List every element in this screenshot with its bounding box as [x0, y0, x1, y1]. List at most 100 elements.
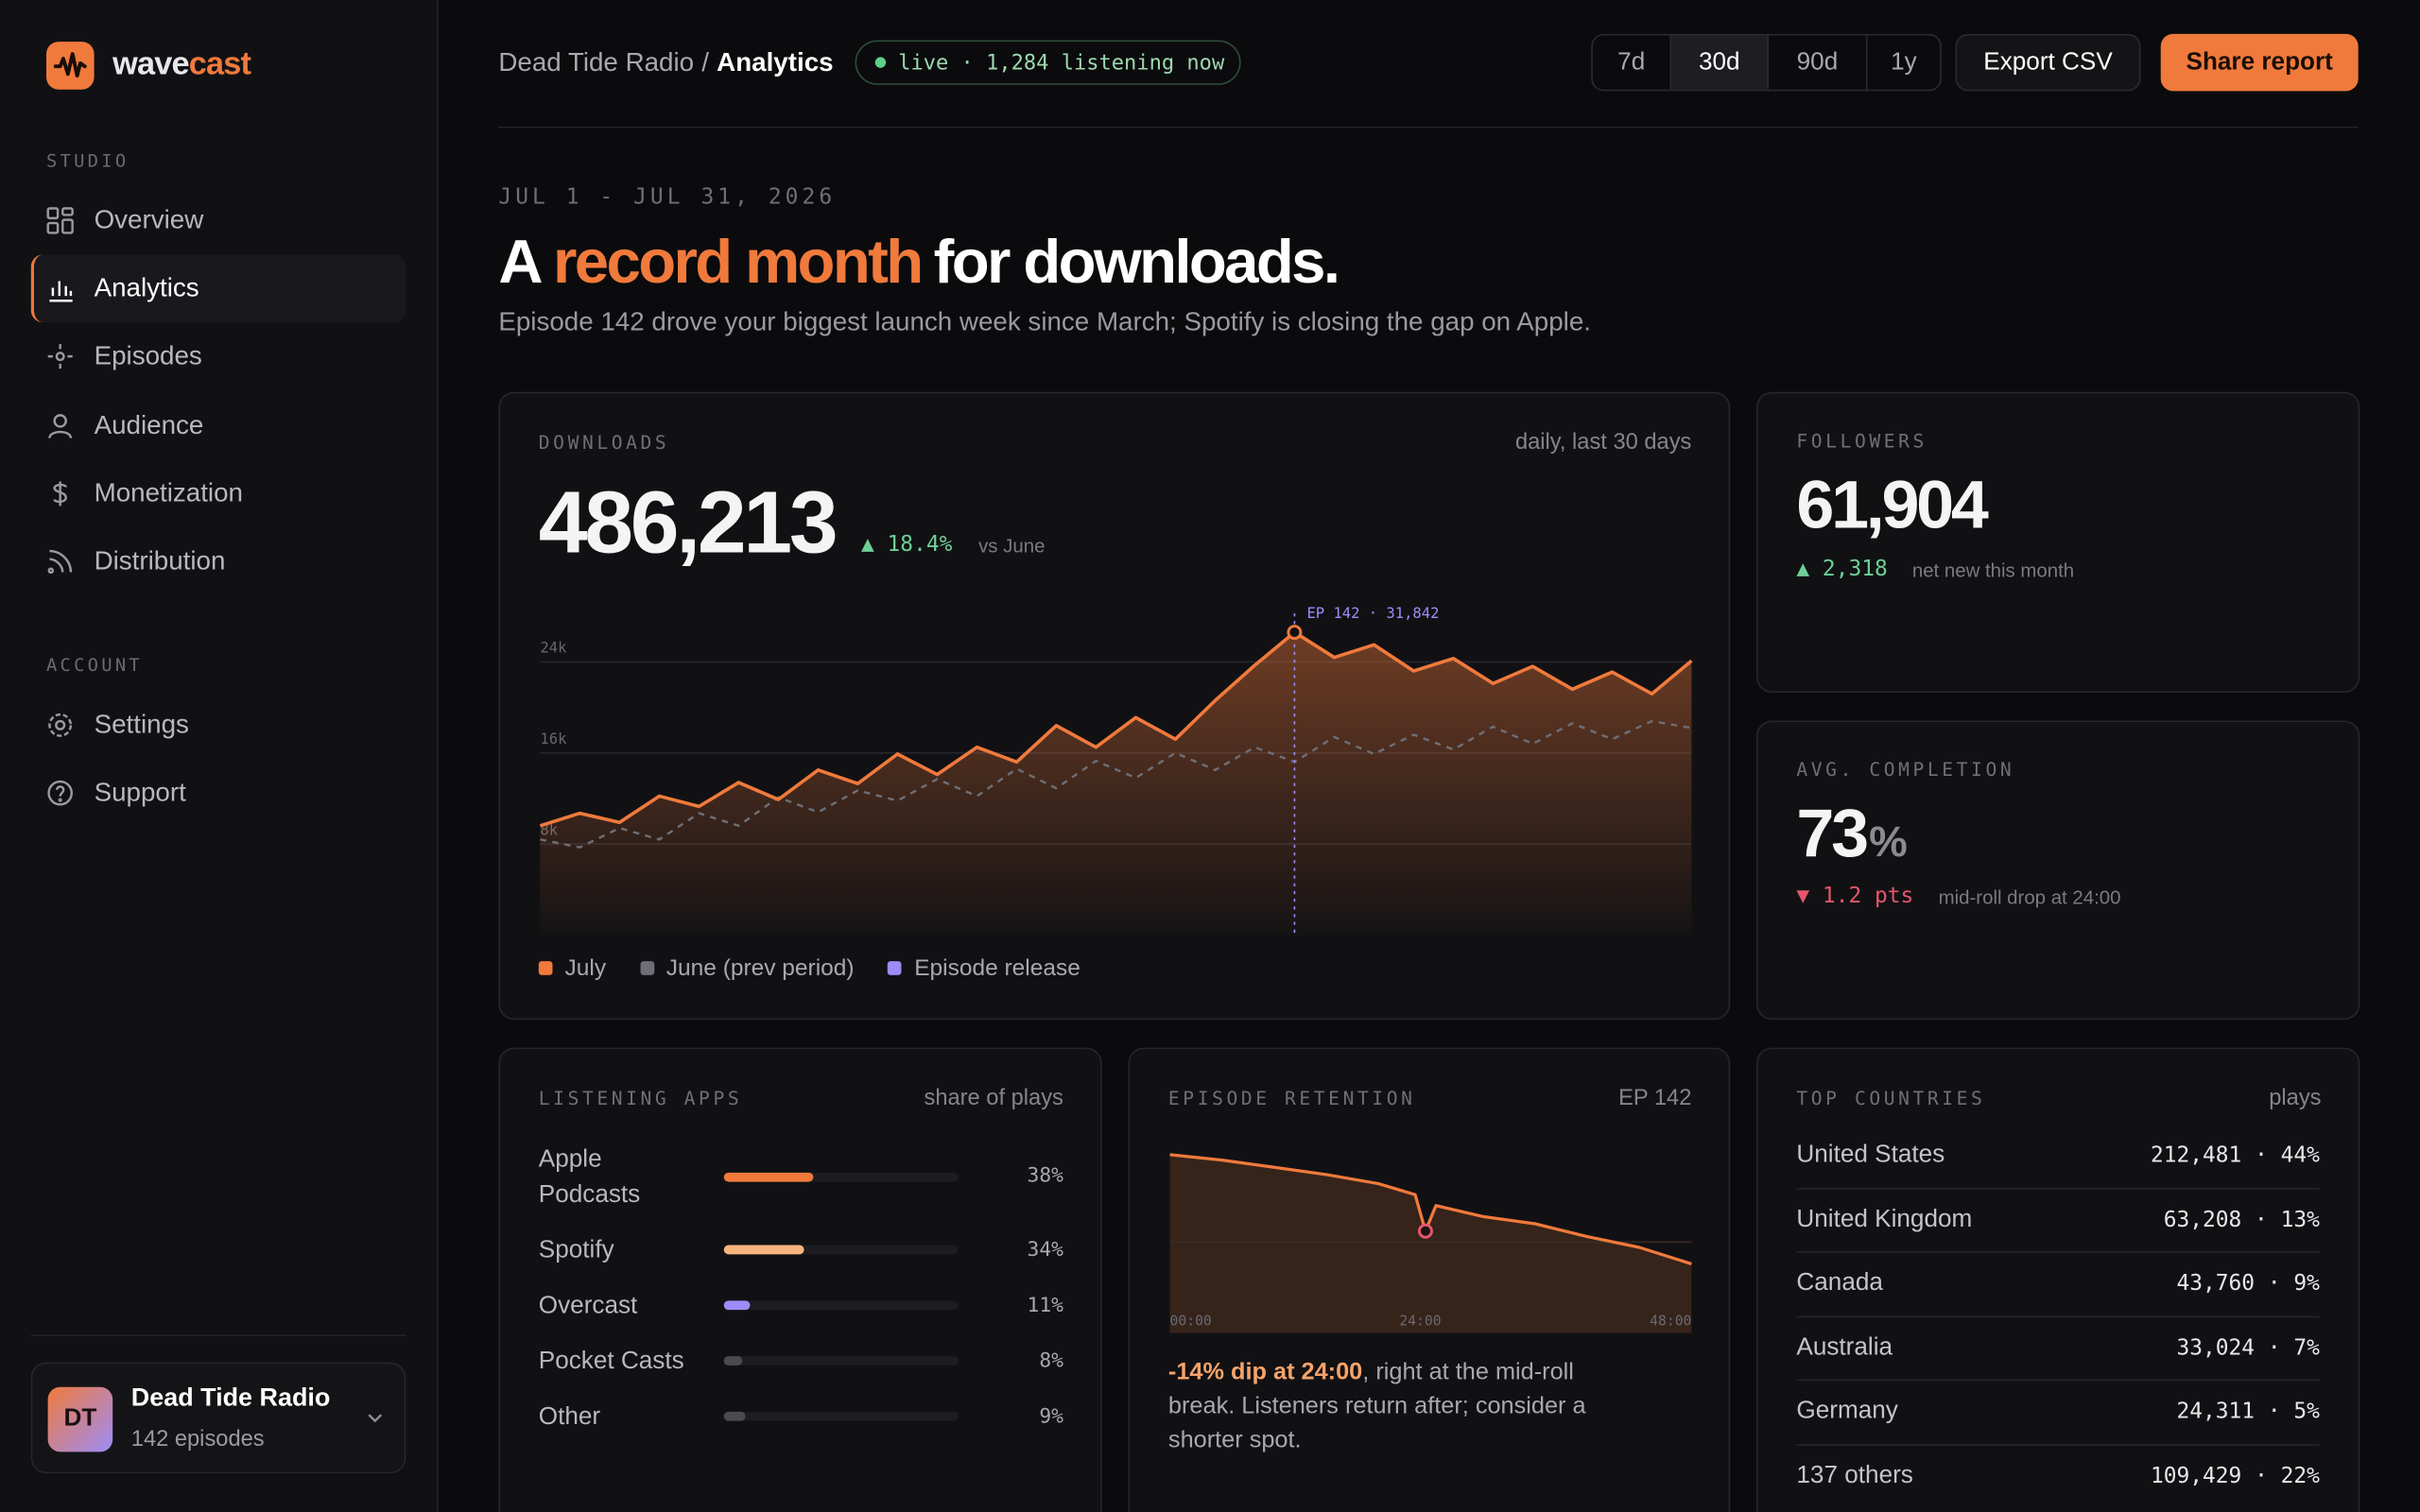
brand-part: cast [188, 45, 251, 82]
nav-label: Episodes [94, 341, 202, 371]
section-title: STUDIO [45, 149, 130, 172]
bar [723, 1356, 743, 1366]
brand[interactable]: wavecast [112, 44, 251, 84]
country-name: Canada [1796, 1270, 1883, 1297]
annotation-label: EP 142 · 31,842 [1306, 605, 1439, 622]
completion-change: ▼ 1.2 pts [1796, 884, 1914, 909]
bar [723, 1245, 804, 1255]
live-text: live · 1,284 listening now [898, 50, 1225, 76]
icon-shape [46, 221, 60, 234]
range-option[interactable]: 30d [1671, 35, 1770, 90]
icon-shape [49, 281, 73, 302]
nav-label: Settings [94, 710, 189, 740]
range-option[interactable]: 1y [1891, 48, 1917, 76]
nav-icon [48, 713, 73, 737]
export-button[interactable]: Export CSV [1955, 33, 2141, 92]
nav-label: Audience [94, 409, 204, 439]
card-label: EPISODE RETENTION [1167, 1088, 1416, 1109]
x-tick-label: 48:00 [1650, 1313, 1691, 1329]
range-option[interactable]: 7d [1593, 35, 1672, 90]
nav-item[interactable]: Episodes [31, 323, 406, 391]
icon-shape [47, 567, 55, 575]
followers-value: 61,904 [1796, 467, 1988, 543]
logo[interactable] [45, 42, 95, 90]
downloads-card: DOWNLOADS daily, last 30 days 486,213 ▲ … [498, 391, 1731, 1021]
card-label: AVG. COMPLETION [1796, 759, 2015, 782]
y-tick-label: 24k [540, 640, 567, 657]
line [540, 719, 1692, 849]
icon-shape [47, 781, 73, 806]
dip-marker [1417, 1223, 1433, 1239]
section-title: ACCOUNT [45, 654, 143, 677]
retention-caption: -14% dip at 24:00, right at the mid-roll… [1168, 1356, 1632, 1458]
nav-icon [53, 481, 67, 507]
range-option[interactable]: 90d [1769, 35, 1868, 90]
completion-note: mid-roll drop at 24:00 [1938, 886, 2121, 909]
bar-track [723, 1411, 959, 1421]
country-plays: 109,429 · 22% [2150, 1464, 2320, 1489]
card-label: LISTENING APPS [538, 1088, 743, 1109]
value-label: 38% [1027, 1164, 1063, 1189]
icon-shape [61, 218, 74, 234]
bar-row: Spotify 34% [539, 1222, 1063, 1278]
bar-label: Overcast [538, 1292, 638, 1319]
account-episodes: 142 episodes [130, 1427, 265, 1452]
bar-row: Overcast 11% [539, 1278, 1063, 1333]
country-plays: 43,760 · 9% [2176, 1271, 2320, 1297]
table-row: United Kingdom 63,208 · 13% [1796, 1189, 2320, 1253]
caption-text: , right at the mid-roll break. Listeners… [1167, 1359, 1586, 1453]
nav-item[interactable]: Settings [31, 691, 406, 759]
icon-shape [53, 481, 67, 507]
countries-table: United States 212,481 · 44% United Kingdom… [1796, 1125, 2320, 1509]
bar-label: Apple Podcasts [538, 1145, 641, 1208]
crumb-parent[interactable]: Dead Tide Radio [498, 47, 695, 77]
value-label: 8% [1039, 1349, 1063, 1373]
share-button[interactable]: Share report [2160, 33, 2359, 92]
account-switcher[interactable]: DT Dead Tide Radio 142 episodes [30, 1362, 406, 1474]
nav-item[interactable]: Support [31, 760, 406, 828]
table-row: United States 212,481 · 44% [1796, 1125, 2320, 1189]
legend-label: June (prev period) [666, 954, 855, 982]
legend-label: July [564, 954, 607, 982]
completion-value: 73% [1796, 796, 1907, 881]
country-name: Germany [1796, 1398, 1898, 1425]
icon-shape [49, 549, 73, 573]
card-note: EP 142 [1618, 1086, 1692, 1111]
logo-mark [53, 52, 87, 77]
icon-shape [48, 430, 73, 438]
nav-item[interactable]: Distribution [31, 527, 406, 595]
nav-label: Overview [94, 205, 204, 235]
bar-label: Spotify [538, 1236, 614, 1263]
nav-item[interactable]: Analytics [30, 254, 406, 323]
icon-shape [61, 207, 74, 216]
nav-item[interactable]: Audience [31, 391, 406, 459]
downloads-chart: 8k16k24kEP 142 · 31,842 [539, 605, 1693, 936]
country-name: Australia [1796, 1333, 1893, 1361]
nav-item[interactable]: Overview [31, 187, 406, 255]
icon-shape [58, 798, 62, 802]
nav-icon [47, 549, 73, 575]
card-label: FOLLOWERS [1796, 430, 1927, 453]
nav-label: Monetization [94, 477, 243, 507]
avatar: DT [47, 1386, 113, 1452]
table-row: Australia 33,024 · 7% [1796, 1316, 2320, 1382]
nav-item[interactable]: Monetization [31, 459, 406, 527]
legend-swatch [640, 961, 654, 975]
nav-icon [46, 207, 74, 234]
nav-label: Distribution [94, 545, 226, 576]
followers-change: ▲ 2,318 [1796, 557, 1888, 582]
retention-card: EPISODE RETENTION EP 142 00:00 24:00 48:00… [1128, 1047, 1731, 1512]
headline-part: A [498, 228, 543, 297]
bar-label: Other [538, 1402, 601, 1430]
completion-card: AVG. COMPLETION 73% ▼ 1.2 pts mid-roll d… [1755, 720, 2360, 1021]
table-row: Canada 43,760 · 9% [1796, 1253, 2320, 1317]
legend-swatch [538, 961, 553, 975]
legend-swatch [888, 961, 903, 975]
value-label: 11% [1027, 1293, 1063, 1317]
card-label: DOWNLOADS [538, 432, 670, 455]
account-name: Dead Tide Radio [130, 1383, 331, 1412]
icon-shape [55, 352, 65, 362]
card-label: TOP COUNTRIES [1796, 1088, 1986, 1109]
